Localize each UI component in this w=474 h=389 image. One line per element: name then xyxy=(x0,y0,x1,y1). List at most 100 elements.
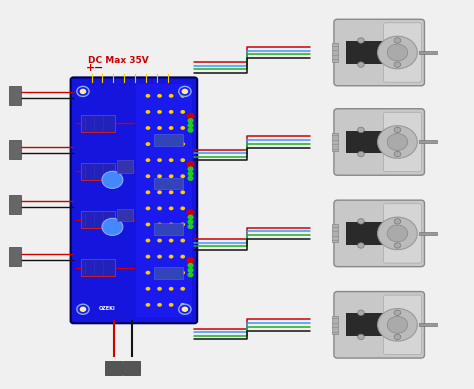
Circle shape xyxy=(169,158,173,162)
Circle shape xyxy=(169,223,173,226)
Circle shape xyxy=(188,167,193,171)
Circle shape xyxy=(181,94,185,98)
Bar xyxy=(332,44,337,61)
Bar xyxy=(419,232,437,235)
Bar xyxy=(346,131,389,153)
Bar xyxy=(346,222,389,245)
Circle shape xyxy=(181,207,185,210)
Circle shape xyxy=(146,126,150,130)
Circle shape xyxy=(157,110,162,114)
Circle shape xyxy=(157,238,162,242)
Circle shape xyxy=(394,243,401,248)
Circle shape xyxy=(188,273,193,277)
Circle shape xyxy=(157,142,162,146)
FancyBboxPatch shape xyxy=(383,23,421,82)
Text: OZEKI: OZEKI xyxy=(99,307,116,311)
Circle shape xyxy=(188,224,193,228)
Circle shape xyxy=(146,223,150,226)
Circle shape xyxy=(394,38,401,43)
FancyBboxPatch shape xyxy=(71,77,197,323)
Circle shape xyxy=(394,310,401,315)
Circle shape xyxy=(169,190,173,194)
Circle shape xyxy=(187,113,194,119)
Circle shape xyxy=(80,307,86,312)
Circle shape xyxy=(181,238,185,242)
Circle shape xyxy=(77,304,89,314)
Circle shape xyxy=(157,303,162,307)
Circle shape xyxy=(394,127,401,133)
Circle shape xyxy=(146,238,150,242)
Circle shape xyxy=(146,174,150,178)
Circle shape xyxy=(188,176,193,180)
Circle shape xyxy=(169,174,173,178)
Circle shape xyxy=(157,255,162,259)
Circle shape xyxy=(157,207,162,210)
Circle shape xyxy=(77,86,89,96)
Circle shape xyxy=(188,128,193,132)
Bar xyxy=(419,323,437,326)
Circle shape xyxy=(157,126,162,130)
Circle shape xyxy=(358,62,364,67)
Text: +: + xyxy=(85,63,95,73)
Circle shape xyxy=(146,190,150,194)
Bar xyxy=(419,51,437,54)
Circle shape xyxy=(146,271,150,275)
Circle shape xyxy=(378,126,417,158)
FancyBboxPatch shape xyxy=(334,19,424,86)
Circle shape xyxy=(157,174,162,178)
Circle shape xyxy=(387,316,408,333)
Circle shape xyxy=(182,89,188,94)
Circle shape xyxy=(102,171,123,188)
Circle shape xyxy=(157,158,162,162)
Circle shape xyxy=(358,151,364,157)
Bar xyxy=(118,160,133,173)
Circle shape xyxy=(358,219,364,224)
Circle shape xyxy=(169,110,173,114)
Bar xyxy=(419,140,437,144)
Circle shape xyxy=(188,220,193,224)
Bar xyxy=(154,267,183,279)
Circle shape xyxy=(169,287,173,291)
Circle shape xyxy=(394,219,401,224)
Circle shape xyxy=(181,126,185,130)
Bar xyxy=(9,86,21,105)
Circle shape xyxy=(394,62,401,67)
Circle shape xyxy=(181,190,185,194)
Circle shape xyxy=(188,263,193,267)
Circle shape xyxy=(169,142,173,146)
Bar xyxy=(332,224,337,242)
Bar xyxy=(332,316,337,334)
Circle shape xyxy=(181,255,185,259)
Bar xyxy=(81,211,115,228)
Circle shape xyxy=(394,334,401,340)
Bar xyxy=(9,195,21,214)
Circle shape xyxy=(181,271,185,275)
Circle shape xyxy=(146,303,150,307)
Circle shape xyxy=(188,123,193,127)
Bar xyxy=(137,84,192,317)
Bar xyxy=(154,178,183,189)
Circle shape xyxy=(188,172,193,175)
Circle shape xyxy=(179,304,191,314)
Text: −: − xyxy=(94,63,103,73)
Circle shape xyxy=(157,287,162,291)
Circle shape xyxy=(378,217,417,250)
Bar xyxy=(105,361,122,375)
Circle shape xyxy=(387,133,408,151)
Circle shape xyxy=(181,142,185,146)
FancyBboxPatch shape xyxy=(334,109,424,175)
FancyBboxPatch shape xyxy=(383,112,421,172)
Circle shape xyxy=(358,310,364,315)
Circle shape xyxy=(169,126,173,130)
Circle shape xyxy=(157,223,162,226)
Bar xyxy=(81,259,115,277)
Bar xyxy=(332,133,337,151)
Circle shape xyxy=(146,94,150,98)
Circle shape xyxy=(102,218,123,235)
Circle shape xyxy=(187,210,194,215)
Bar xyxy=(9,247,21,266)
Circle shape xyxy=(157,271,162,275)
FancyBboxPatch shape xyxy=(383,204,421,263)
Circle shape xyxy=(181,174,185,178)
Circle shape xyxy=(179,86,191,96)
